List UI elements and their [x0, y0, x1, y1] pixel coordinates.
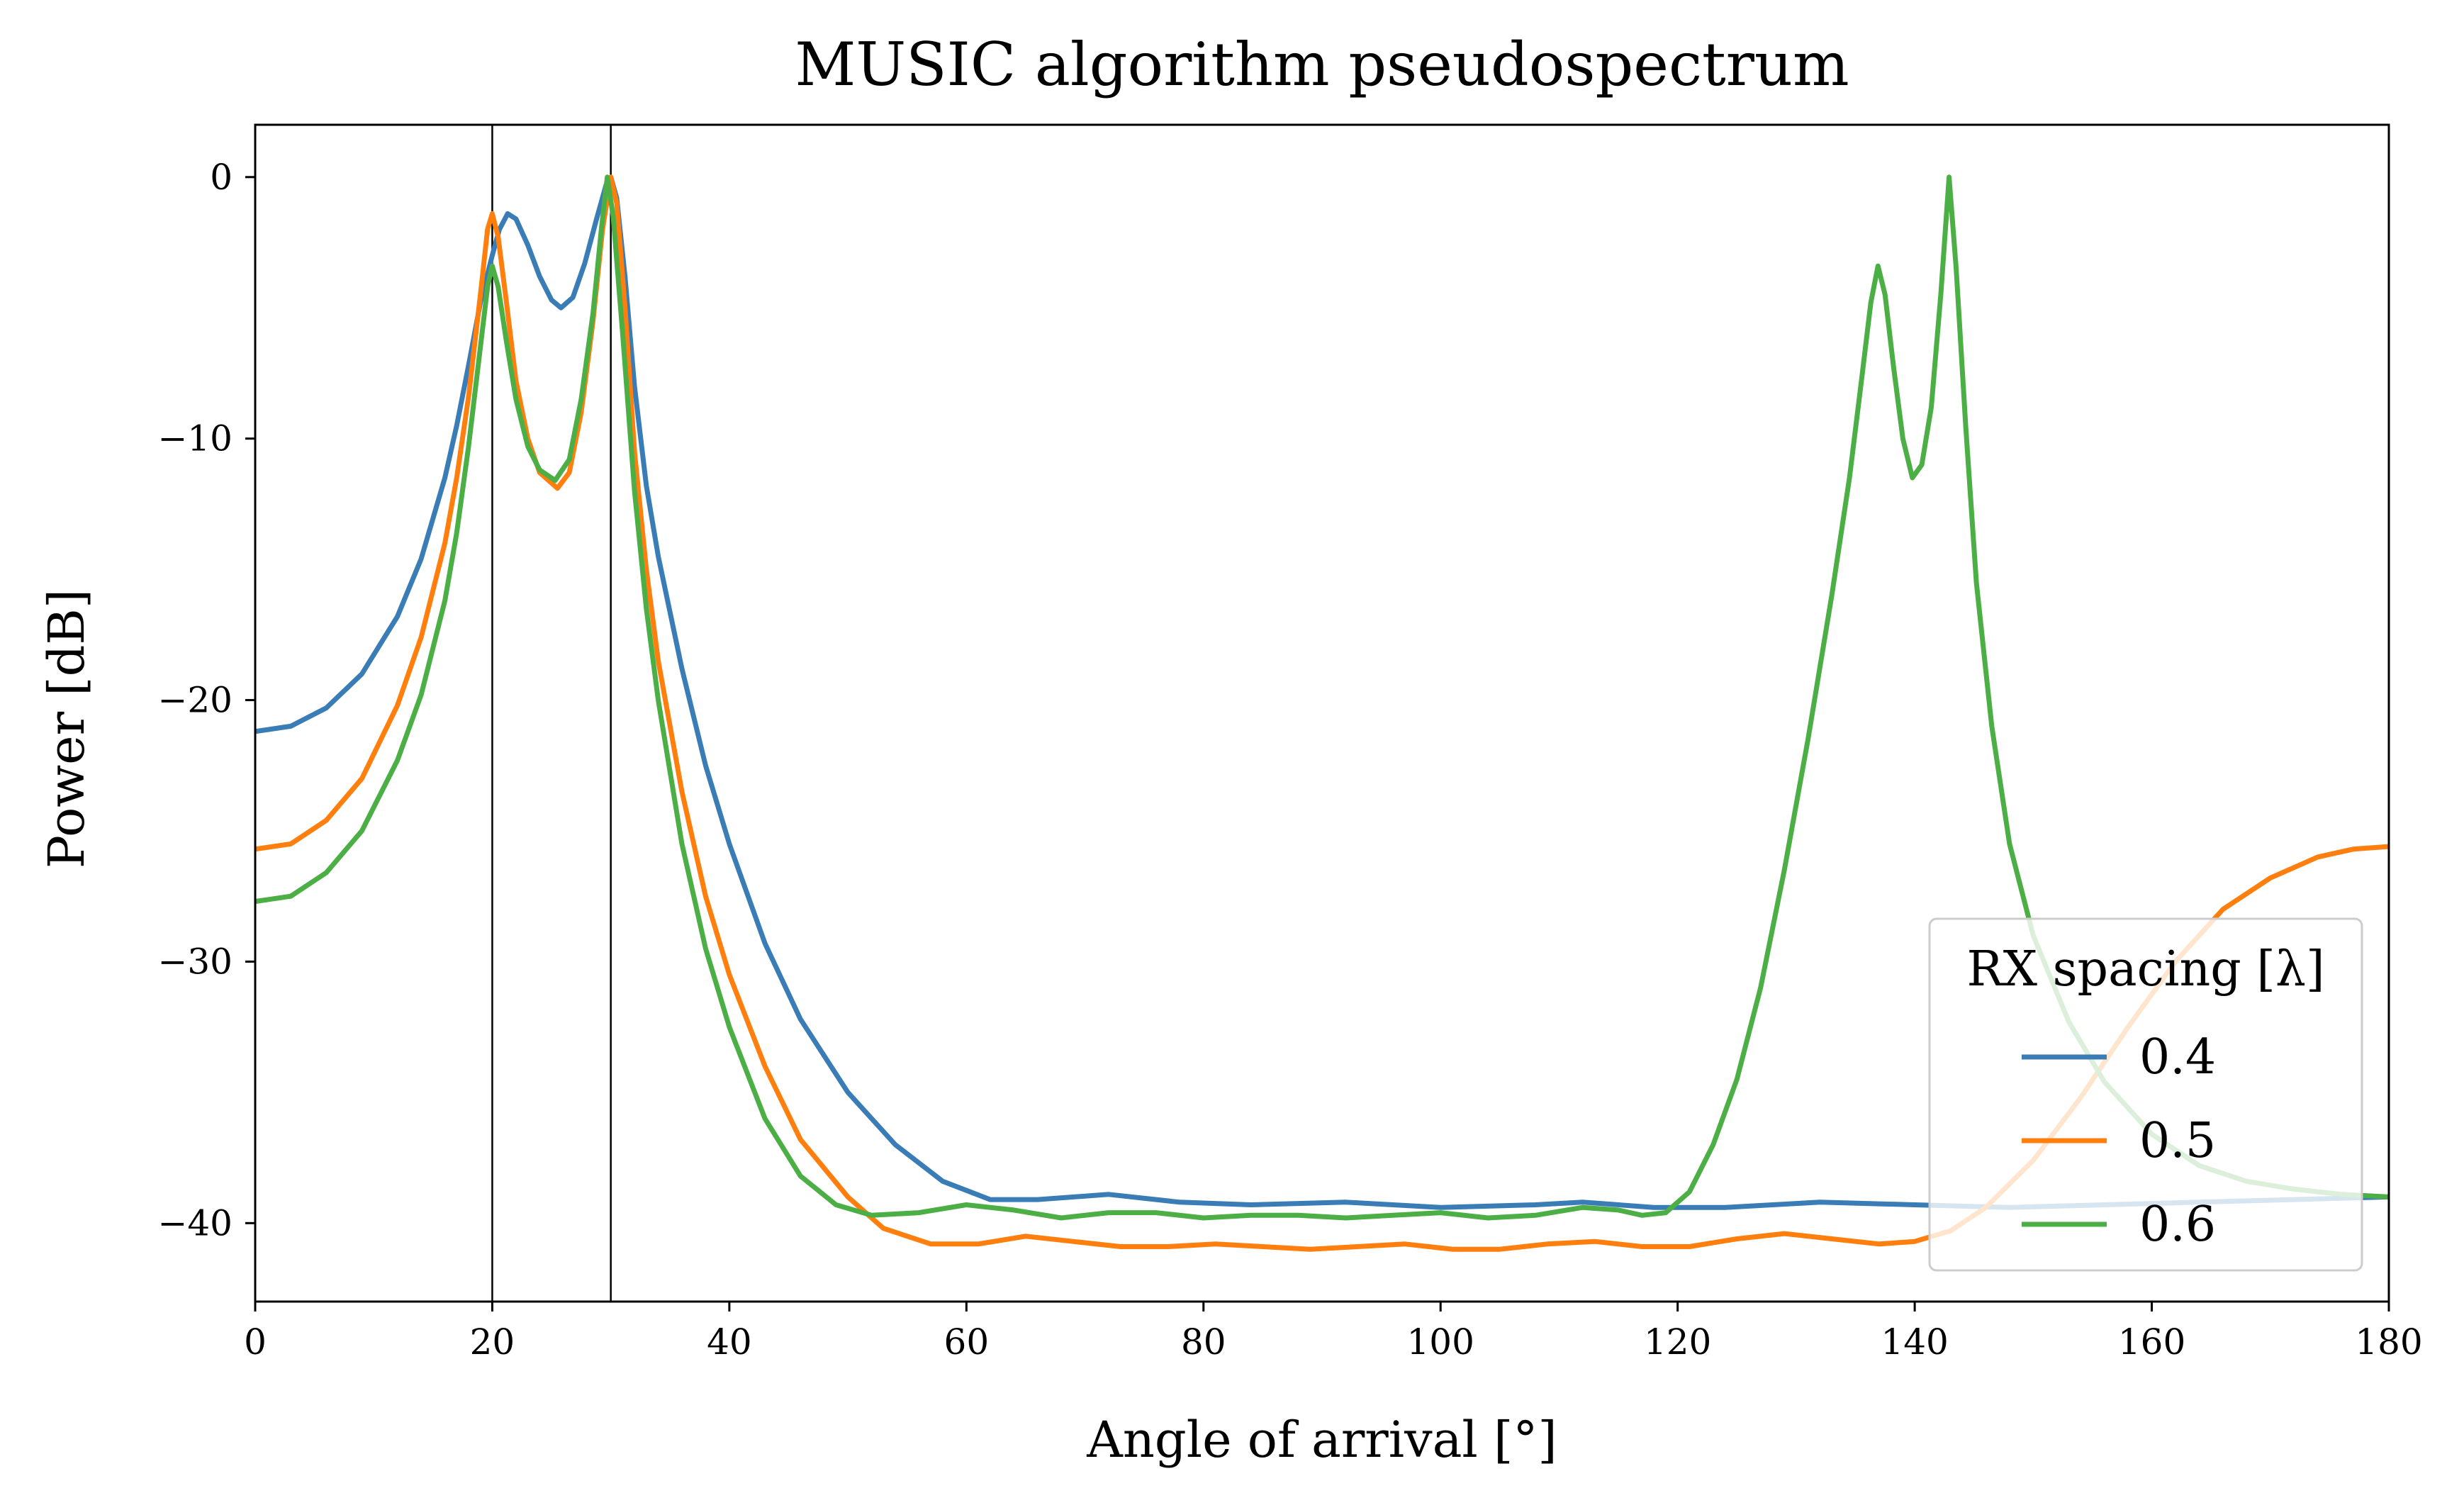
y-axis-label: Power [dB]	[38, 589, 96, 868]
y-tick-label: 0	[210, 157, 233, 198]
y-tick-label: −30	[157, 941, 233, 982]
x-tick-label: 40	[707, 1321, 752, 1363]
legend-label: 0.6	[2139, 1197, 2216, 1253]
y-tick-label: −10	[157, 418, 233, 459]
x-tick-label: 100	[1407, 1321, 1474, 1363]
x-tick-label: 120	[1644, 1321, 1711, 1363]
y-tick-label: −20	[157, 680, 233, 721]
x-tick-label: 20	[470, 1321, 515, 1363]
legend-label: 0.4	[2139, 1029, 2216, 1085]
x-tick-label: 140	[1881, 1321, 1948, 1363]
x-tick-label: 60	[944, 1321, 990, 1363]
legend-box	[1928, 917, 2363, 1272]
chart-title: MUSIC algorithm pseudospectrum	[795, 30, 1849, 99]
series-line-0-6	[255, 174, 2389, 1221]
plot-frame	[254, 123, 2390, 1303]
axis-ticks: 0 20 40 60 80 100 120 140 160 180 0 −10 −20 −30 −40	[157, 123, 2423, 1363]
x-tick-label: 0	[244, 1321, 267, 1363]
legend-title: RX spacing [λ]	[1966, 941, 2324, 997]
x-axis-label: Angle of arrival [°]	[1086, 1411, 1557, 1469]
y-tick-label: −40	[157, 1202, 233, 1243]
x-tick-label: 80	[1181, 1321, 1226, 1363]
legend-label: 0.5	[2139, 1113, 2216, 1169]
x-tick-label: 180	[2355, 1321, 2422, 1363]
legend: RX spacing [λ] 0.4 0.5 0.6	[1928, 917, 2363, 1272]
x-tick-label: 160	[2118, 1321, 2185, 1363]
plot-area	[255, 125, 2389, 1302]
